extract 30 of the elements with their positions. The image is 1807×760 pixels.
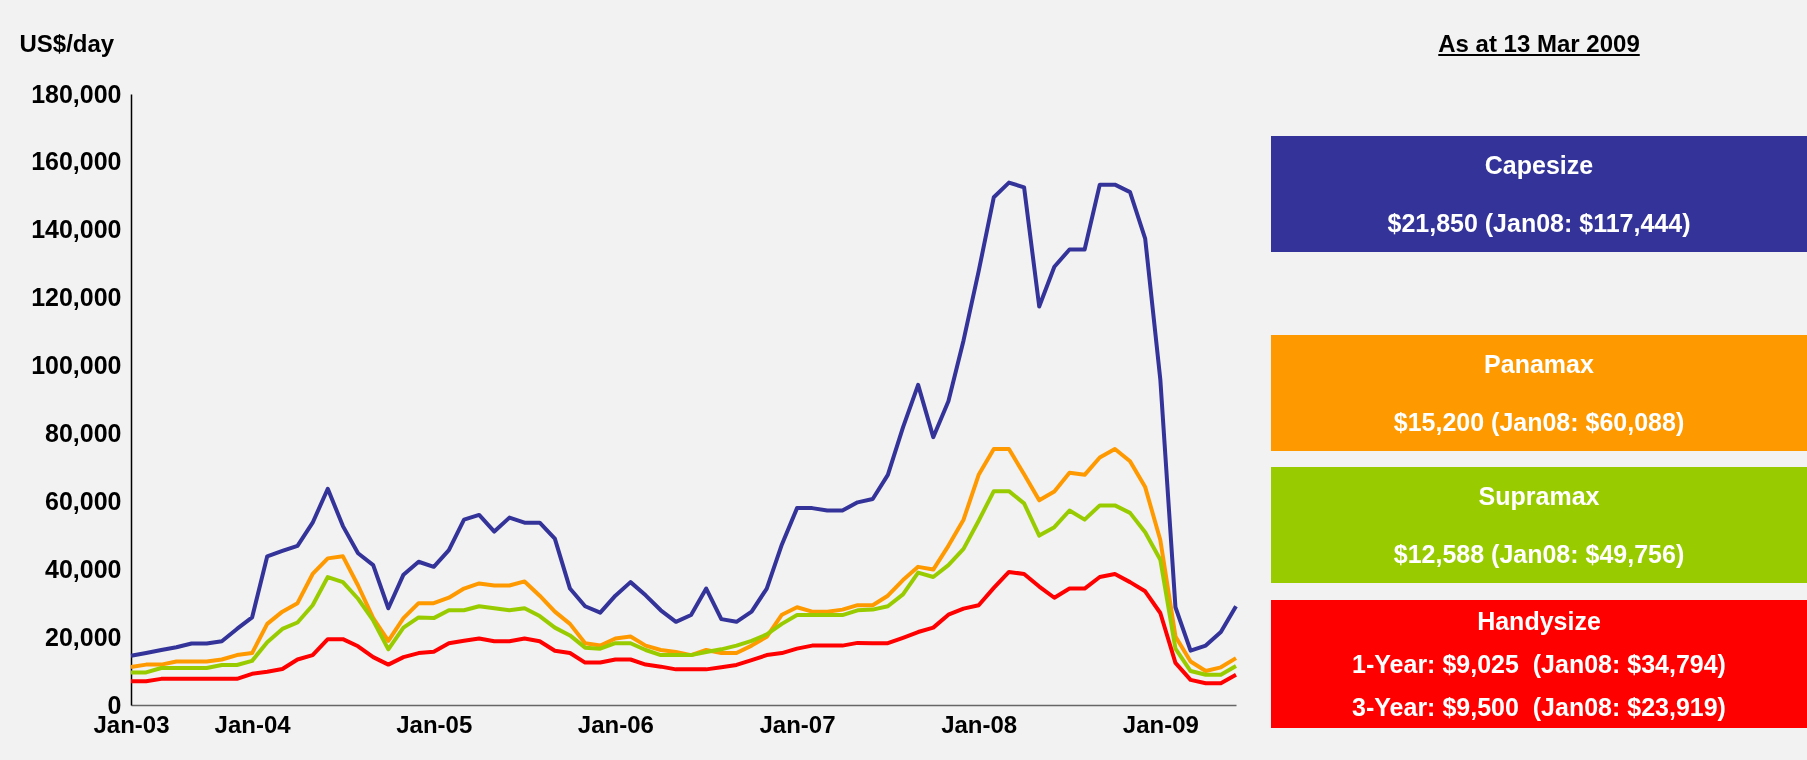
text: $12,588 (Jan08: $49,756) — [1392, 539, 1686, 569]
x-tick-label: Jan-06 — [577, 710, 654, 738]
y-tick-label: 180,000 — [31, 79, 122, 108]
text: $15,200 (Jan08: $60,088) — [1392, 407, 1686, 437]
x-tick-label: Jan-07 — [759, 710, 836, 738]
x-tick-label: Jan-08 — [941, 710, 1018, 738]
y-tick-label: 80,000 — [45, 418, 122, 447]
y-tick-label: 40,000 — [45, 554, 122, 583]
text: 3-Year: $9,500 (Jan08: $23,919) — [1351, 691, 1727, 722]
y-axis-title: US$/day — [19, 29, 115, 57]
text: As at 13 Mar 2009 — [1437, 30, 1641, 58]
y-tick-label: 20,000 — [45, 622, 122, 651]
text: Panamax — [1483, 349, 1595, 379]
y-tick-label: 160,000 — [31, 147, 122, 176]
text: Capesize — [1483, 150, 1595, 180]
line-series — [129, 489, 1238, 677]
y-tick-label: 140,000 — [31, 215, 122, 244]
x-tick-label: Jan-09 — [1122, 710, 1199, 738]
y-tick-label: 100,000 — [31, 351, 122, 380]
x-tick-label: Jan-04 — [214, 710, 292, 738]
text: 1-Year: $9,025 (Jan08: $34,794) — [1351, 649, 1727, 679]
y-tick-label: 60,000 — [45, 486, 122, 515]
y-tick-label: 120,000 — [31, 283, 122, 312]
line-series — [129, 180, 1238, 658]
text: $21,850 (Jan08: $117,444) — [1386, 208, 1692, 238]
line-series — [129, 447, 1238, 674]
x-tick-label: Jan-05 — [396, 710, 473, 738]
text: Handysize — [1476, 606, 1602, 637]
line-series — [129, 569, 1238, 686]
text: Supramax — [1477, 481, 1601, 511]
